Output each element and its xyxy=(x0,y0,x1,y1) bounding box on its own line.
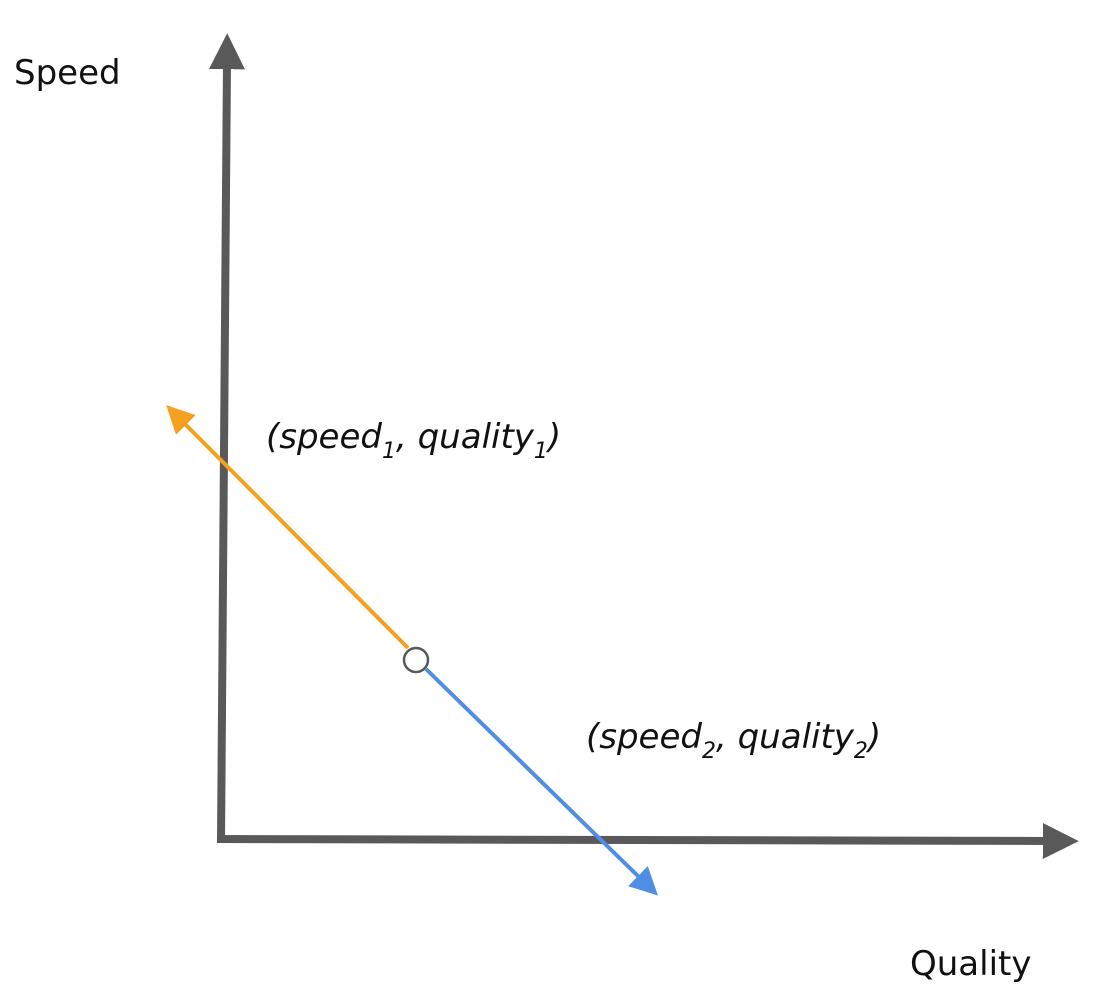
point-marker xyxy=(402,646,430,674)
blue-arrow xyxy=(424,667,659,896)
orange-arrow xyxy=(166,405,410,650)
y-axis-label: Speed xyxy=(14,53,121,93)
x-axis-label: Quality xyxy=(910,944,1032,984)
y-axis xyxy=(208,33,245,842)
point-1-label: (speed1, quality1) xyxy=(266,417,561,464)
point-2-label: (speed2, quality2) xyxy=(586,717,881,764)
x-axis xyxy=(216,822,1079,859)
